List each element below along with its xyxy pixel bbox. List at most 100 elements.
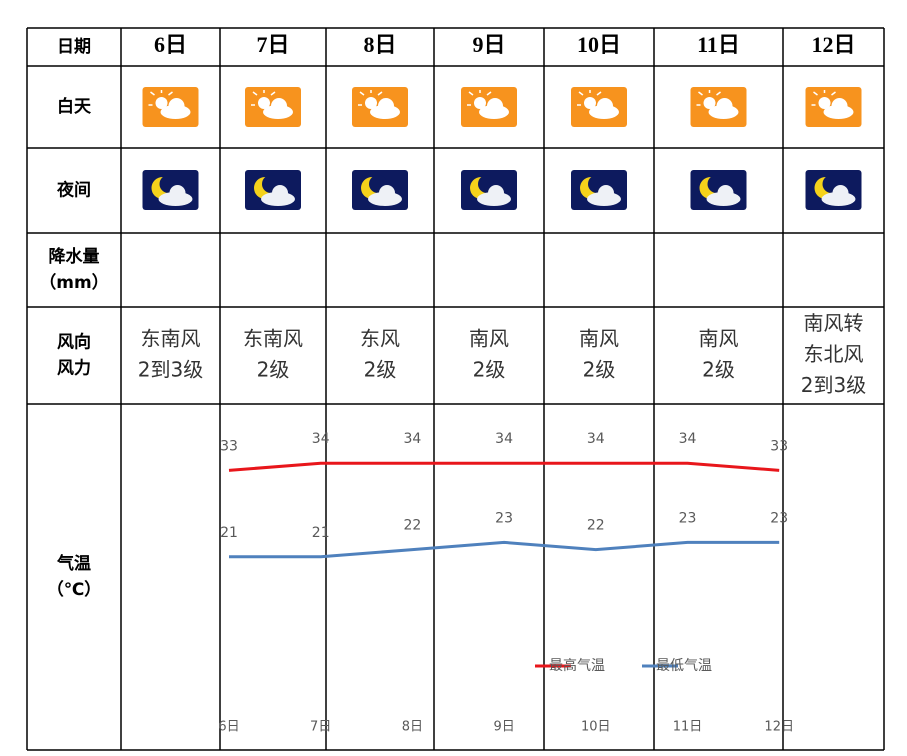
data-label: 33	[220, 438, 238, 454]
row-label: （℃）	[47, 579, 102, 600]
night-icon	[805, 170, 862, 210]
wind-text: 2到3级	[801, 373, 866, 397]
night-icon	[571, 170, 627, 210]
cloud	[597, 98, 613, 114]
header-label: 日期	[57, 37, 91, 57]
sun-ray	[698, 91, 703, 96]
sun-ray	[168, 91, 173, 96]
data-label: 21	[312, 525, 330, 541]
sun-ray	[486, 91, 492, 96]
x-tick-label: 7日	[310, 720, 331, 735]
day-header: 11日	[697, 32, 740, 57]
wind-text: 2级	[702, 358, 735, 382]
sun-ray	[716, 91, 721, 96]
wind-text: 2级	[473, 358, 506, 382]
data-label: 34	[312, 431, 330, 447]
data-label: 34	[679, 431, 697, 447]
data-label: 23	[770, 510, 788, 526]
row-label: 风向	[57, 332, 91, 353]
sun-ray	[578, 91, 584, 96]
cloud	[379, 185, 395, 201]
data-label: 34	[495, 431, 513, 447]
x-tick-label: 9日	[493, 720, 514, 735]
series-line	[229, 540, 780, 559]
data-label: 34	[587, 431, 605, 447]
wind-text: 东北风	[804, 342, 864, 366]
x-tick-label: 11日	[673, 720, 703, 735]
sun	[258, 97, 270, 109]
data-label: 21	[220, 525, 238, 541]
sun-ray	[831, 91, 836, 96]
sun	[703, 97, 716, 109]
wind-text: 东南风	[243, 327, 303, 351]
sun	[155, 97, 168, 109]
night-icon	[690, 170, 747, 210]
sun	[584, 97, 596, 109]
legend-label: 最高气温	[549, 657, 605, 674]
x-tick-label: 6日	[218, 720, 239, 735]
day-header: 6日	[154, 32, 187, 57]
day-icon	[245, 87, 301, 127]
sun	[818, 97, 831, 109]
data-label: 23	[679, 510, 697, 526]
night-icon	[352, 170, 408, 210]
wind-text: 2级	[583, 358, 616, 382]
x-tick-label: 8日	[402, 720, 423, 735]
cloud	[487, 98, 503, 114]
cloud	[717, 185, 734, 201]
night-icon	[142, 170, 199, 210]
data-label: 22	[587, 518, 605, 534]
day-header: 10日	[577, 32, 621, 57]
cloud	[832, 185, 849, 201]
x-tick-label: 12日	[764, 720, 794, 735]
wind-text: 2级	[364, 358, 397, 382]
sun	[365, 97, 377, 109]
row-label: 夜间	[56, 180, 91, 201]
sun-ray	[150, 91, 155, 96]
series-line	[228, 461, 780, 472]
wind-text: 东风	[360, 327, 400, 351]
wind-text: 南风	[699, 327, 739, 351]
data-label: 33	[770, 438, 788, 454]
night-icon	[245, 170, 301, 210]
day-icon	[461, 87, 517, 127]
day-icon	[142, 87, 199, 127]
cloud	[598, 185, 614, 201]
cloud	[831, 98, 848, 114]
sun-ray	[359, 91, 365, 96]
day-icon	[571, 87, 627, 127]
data-label: 22	[403, 518, 421, 534]
legend-label: 最低气温	[656, 658, 712, 674]
data-label: 23	[495, 510, 513, 526]
day-icon	[352, 87, 408, 127]
sun-ray	[596, 91, 602, 96]
day-icon	[805, 87, 862, 127]
row-label: （mm）	[39, 272, 108, 293]
wind-text: 2到3级	[138, 358, 203, 382]
row-label: 风力	[57, 358, 91, 379]
cloud	[716, 98, 733, 114]
row-label: 气温	[56, 553, 91, 574]
sun-ray	[270, 91, 276, 96]
wind-text: 东南风	[141, 327, 201, 351]
sun-ray	[377, 91, 383, 96]
cloud	[488, 185, 504, 201]
day-header: 9日	[472, 32, 505, 57]
x-tick-label: 10日	[581, 720, 611, 735]
wind-text: 南风转	[804, 311, 864, 335]
night-icon	[461, 170, 517, 210]
day-header: 8日	[363, 32, 396, 57]
wind-text: 南风	[579, 327, 619, 351]
cloud	[169, 185, 186, 201]
cloud	[272, 185, 288, 201]
cloud	[271, 98, 287, 114]
day-header: 7日	[256, 32, 289, 57]
wind-text: 南风	[469, 327, 509, 351]
sun-ray	[813, 91, 818, 96]
cloud	[378, 98, 394, 114]
sun	[474, 97, 486, 109]
day-header: 12日	[811, 32, 855, 57]
sun-ray	[252, 91, 258, 96]
wind-text: 2级	[257, 358, 290, 382]
